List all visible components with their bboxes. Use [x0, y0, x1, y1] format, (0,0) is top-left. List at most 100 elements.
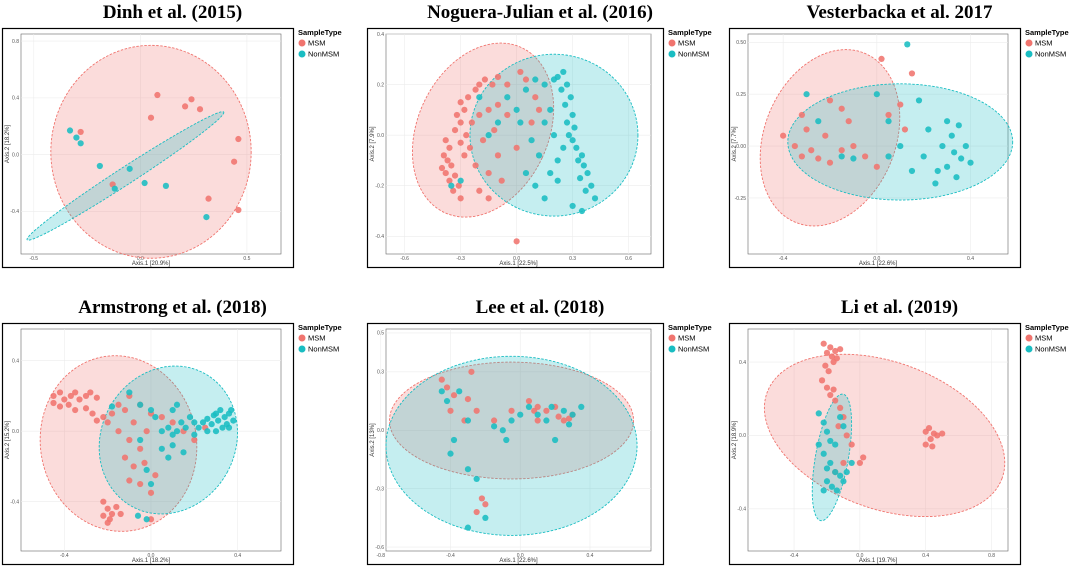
msm-point [494, 152, 502, 159]
msm-point [825, 368, 832, 375]
nonmsm-point [230, 417, 237, 424]
y-axis-label: Axis.2 [18.2%] [5, 124, 11, 163]
legend-label-msm: MSM [308, 334, 326, 343]
x-tick-label: 0.4 [967, 256, 974, 262]
panel-4: Armstrong et al. (2018) -0.4 0.0 0.4 -0.4 0.0… [1, 297, 342, 566]
msm-point [121, 454, 129, 461]
msm-point [465, 94, 472, 101]
nonmsm-point [111, 185, 118, 192]
y-tick-label: 0.4 [12, 359, 19, 365]
nonmsm-point [803, 91, 810, 98]
nonmsm-point [169, 431, 176, 438]
x-axis-label: Axis.1 [22.6%] [859, 261, 898, 267]
msm-point [494, 73, 502, 81]
msm-point [820, 340, 827, 347]
msm-point [463, 132, 470, 139]
nonmsm-point [476, 94, 483, 101]
nonmsm-point [525, 403, 533, 410]
legend-title: SampleType [668, 323, 712, 332]
nonmsm-point [204, 415, 211, 422]
msm-point [504, 81, 511, 88]
nonmsm-point [490, 423, 498, 430]
msm-point [147, 516, 155, 523]
nonmsm-point [823, 465, 831, 472]
msm-point [115, 428, 122, 435]
nonmsm-point [141, 179, 148, 187]
x-axis-label: Axis.1 [20.9%] [132, 261, 171, 267]
msm-point [513, 238, 520, 245]
nonmsm-point [573, 144, 580, 151]
msm-point [472, 162, 479, 169]
msm-point [843, 432, 850, 439]
nonmsm-point [967, 159, 974, 166]
msm-point [555, 413, 562, 420]
msm-point [442, 137, 449, 144]
msm-point [490, 417, 498, 424]
nonmsm-point [915, 97, 923, 104]
msm-point [72, 406, 79, 414]
panel-3: Vesterbacka et al. 2017 -0.4 0.0 0.4 -0.25 0.… [728, 2, 1069, 269]
nonmsm-point [182, 424, 189, 431]
msm-point [860, 454, 867, 461]
y-tick-label: 0.5 [377, 331, 384, 337]
msm-point [908, 70, 916, 77]
msm-point [482, 501, 489, 508]
msm-point [231, 158, 238, 165]
nonmsm-point [165, 424, 172, 431]
nonmsm-point [953, 174, 960, 181]
nonmsm-point [820, 487, 827, 494]
panel-title: Li et al. (2019) [841, 297, 958, 318]
msm-point [803, 126, 810, 133]
msm-point [494, 101, 502, 108]
msm-point [508, 407, 515, 414]
nonmsm-point [873, 91, 880, 98]
legend-label-msm: MSM [308, 39, 326, 48]
legend-title: SampleType [1025, 323, 1069, 332]
nonmsm-point [554, 157, 561, 164]
msm-point [485, 195, 492, 202]
msm-point [473, 407, 480, 414]
msm-point [848, 441, 855, 448]
legend-title: SampleType [298, 28, 342, 37]
nonmsm-point [186, 413, 194, 421]
msm-point [939, 430, 946, 437]
nonmsm-point [558, 86, 565, 93]
legend-marker-nonmsm [298, 345, 306, 353]
nonmsm-point [169, 406, 176, 414]
msm-point [181, 103, 189, 110]
nonmsm-point [552, 436, 559, 444]
nonmsm-point [848, 459, 855, 467]
nonmsm-point [943, 163, 951, 170]
nonmsm-point [503, 436, 510, 444]
nonmsm-point [541, 195, 548, 202]
y-axis-label: Axis.2 [13%] [370, 423, 376, 457]
nonmsm-point [134, 512, 142, 519]
msm-point [780, 132, 787, 139]
msm-point [115, 401, 122, 408]
nonmsm-point [221, 413, 228, 421]
nonmsm-point [532, 182, 539, 189]
x-tick-label: 0.0 [856, 553, 863, 559]
nonmsm-point [904, 41, 911, 48]
y-tick-label: 0.0 [377, 428, 384, 434]
nonmsm-point [169, 442, 176, 449]
nonmsm-point [820, 419, 827, 426]
nonmsm-point [550, 132, 558, 139]
nonmsm-point [522, 169, 530, 177]
msm-point [504, 111, 511, 119]
y-tick-label: -0.3 [375, 486, 384, 492]
y-tick-label: -0.4 [737, 507, 746, 513]
x-tick-label: 0.5 [243, 256, 250, 262]
x-axis-label: Axis.1 [19.7%] [859, 558, 898, 564]
msm-point [451, 172, 459, 179]
msm-point [93, 394, 100, 401]
legend-title: SampleType [1025, 28, 1069, 37]
nonmsm-point [217, 406, 224, 414]
legend-marker-msm [1025, 39, 1033, 47]
nonmsm-point [215, 417, 222, 424]
nonmsm-point [203, 213, 210, 221]
msm-point [76, 396, 83, 403]
x-tick-label: -0.4 [446, 553, 455, 559]
msm-point [169, 419, 176, 426]
nonmsm-point [504, 94, 511, 101]
